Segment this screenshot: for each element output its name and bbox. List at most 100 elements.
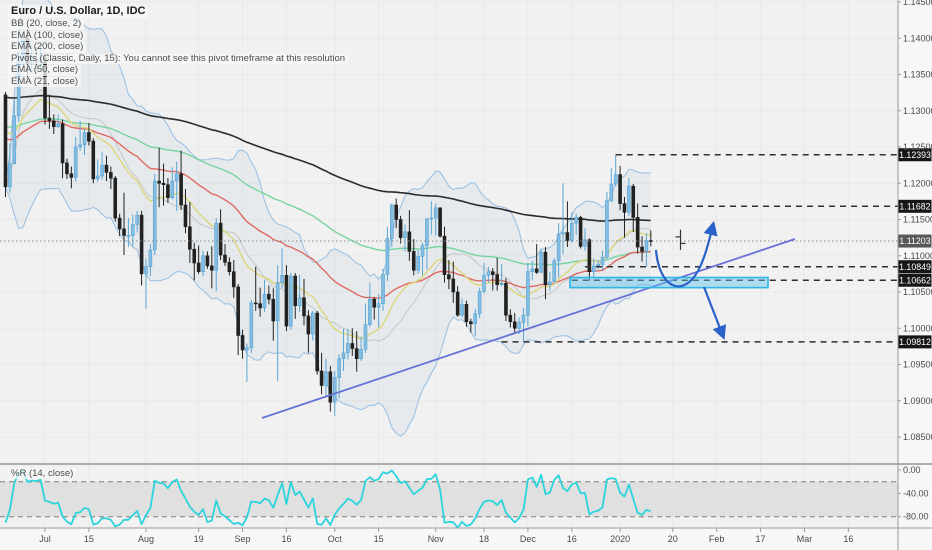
- candle-body: [411, 251, 416, 271]
- candle-body: [262, 293, 267, 309]
- candle-body: [381, 274, 385, 304]
- time-tick-label: 18: [479, 534, 489, 544]
- price-badge-bg: [898, 335, 932, 349]
- candle-body: [161, 182, 166, 186]
- arrow-down-drawing[interactable]: [702, 286, 727, 340]
- candle-body: [363, 324, 368, 350]
- ema-21-line: [5, 98, 651, 340]
- time-tick-label: Mar: [797, 534, 813, 544]
- williams-r-label[interactable]: %R (14, close): [8, 468, 77, 479]
- legend-item-ema21[interactable]: EMA (21, close): [8, 76, 82, 87]
- candle-body: [451, 278, 456, 293]
- price-badge-label: 1.12393: [899, 150, 931, 160]
- candle-body: [60, 123, 65, 164]
- price-axis[interactable]: [898, 1, 932, 518]
- legend-item-ema200[interactable]: EMA (200, close): [8, 41, 87, 53]
- candle-body: [613, 174, 618, 185]
- candle-body: [152, 180, 157, 251]
- time-tick-label: Jul: [39, 534, 51, 544]
- legend-item-pivots[interactable]: Pivots (Classic, Daily, 15): You cannot …: [8, 53, 349, 64]
- candle-body: [306, 315, 311, 335]
- candle-body: [548, 281, 552, 286]
- price-badge-bg: [898, 234, 932, 248]
- ema-50-line: [5, 120, 651, 299]
- candle-body: [3, 94, 8, 188]
- candle-body: [109, 172, 113, 179]
- candle-body: [499, 282, 504, 286]
- candle-body: [622, 203, 627, 213]
- price-tick-label: 1.12000: [903, 178, 932, 188]
- trendline-drawing[interactable]: [261, 238, 796, 419]
- candle-body: [394, 204, 399, 220]
- bb-fill-area: [5, 0, 651, 436]
- candle-body: [267, 293, 271, 300]
- candle-body: [591, 265, 596, 272]
- time-axis-background[interactable]: [0, 528, 898, 550]
- wr-tick-label: 0.00: [903, 465, 921, 475]
- candle-body: [543, 251, 548, 286]
- candle-body: [473, 313, 478, 325]
- legend-item-ema100[interactable]: EMA (100, close): [8, 30, 87, 41]
- curved-arrow-up-drawing[interactable]: [654, 220, 718, 288]
- candle-body: [587, 239, 592, 273]
- candle-body: [73, 146, 78, 178]
- candle-body: [512, 321, 517, 329]
- candle-body: [600, 256, 605, 265]
- candle-body: [534, 268, 539, 273]
- candle-body: [297, 297, 302, 307]
- candle-body: [223, 254, 227, 263]
- legend-item-ema50[interactable]: EMA (50, close): [8, 64, 82, 76]
- price-badge: [898, 335, 932, 349]
- candle-body: [148, 249, 153, 267]
- price-badge-bg: [898, 148, 932, 162]
- candle-body: [477, 290, 482, 315]
- candle-body: [385, 238, 390, 275]
- candle-body: [565, 232, 570, 241]
- candle-body: [460, 304, 464, 316]
- bb-lower-line: [4, 186, 651, 437]
- time-tick-label: Oct: [328, 534, 343, 544]
- candle-body: [135, 214, 139, 225]
- symbol-title[interactable]: Euro / U.S. Dollar, 1D, IDC: [8, 5, 149, 18]
- price-tick-label: 1.13500: [903, 70, 932, 80]
- candle-body: [91, 140, 96, 180]
- candle-body: [429, 217, 434, 220]
- candle-body: [583, 239, 587, 247]
- price-tick-label: 1.14000: [903, 33, 932, 43]
- candle-body: [504, 282, 508, 316]
- candle-body: [196, 262, 201, 272]
- candle-body: [65, 162, 69, 175]
- candle-body: [328, 371, 333, 403]
- candle-body: [618, 174, 622, 204]
- candle-body: [293, 275, 298, 307]
- legend-item-bb[interactable]: BB (20, close, 2): [8, 18, 85, 30]
- candle-body: [188, 226, 192, 250]
- candle-body: [464, 304, 469, 323]
- price-tick-label: 1.10000: [903, 323, 932, 333]
- candle-body: [631, 185, 636, 218]
- candle-body: [69, 173, 74, 178]
- candle-body: [310, 312, 315, 335]
- candle-body: [315, 312, 319, 372]
- time-axis[interactable]: [44, 528, 849, 532]
- candle-body: [359, 348, 363, 359]
- time-tick-label: 16: [843, 534, 853, 544]
- candle-body: [236, 286, 240, 336]
- candle-body: [433, 207, 438, 219]
- candle-body: [346, 343, 350, 354]
- price-badge-label: 1.10849: [899, 262, 931, 272]
- candle-body: [539, 251, 543, 273]
- price-badge: [898, 234, 932, 248]
- candle-body: [245, 347, 249, 351]
- candle-body: [407, 231, 412, 252]
- price-badge-label: 1.11203: [899, 236, 930, 246]
- price-tick-label: 1.10500: [903, 287, 932, 297]
- candle-body: [486, 271, 491, 276]
- candle-body: [289, 275, 293, 327]
- price-tick-label: 1.09500: [903, 360, 932, 370]
- price-badge: [898, 260, 932, 274]
- candle-body: [227, 261, 232, 272]
- candle-body: [552, 260, 557, 283]
